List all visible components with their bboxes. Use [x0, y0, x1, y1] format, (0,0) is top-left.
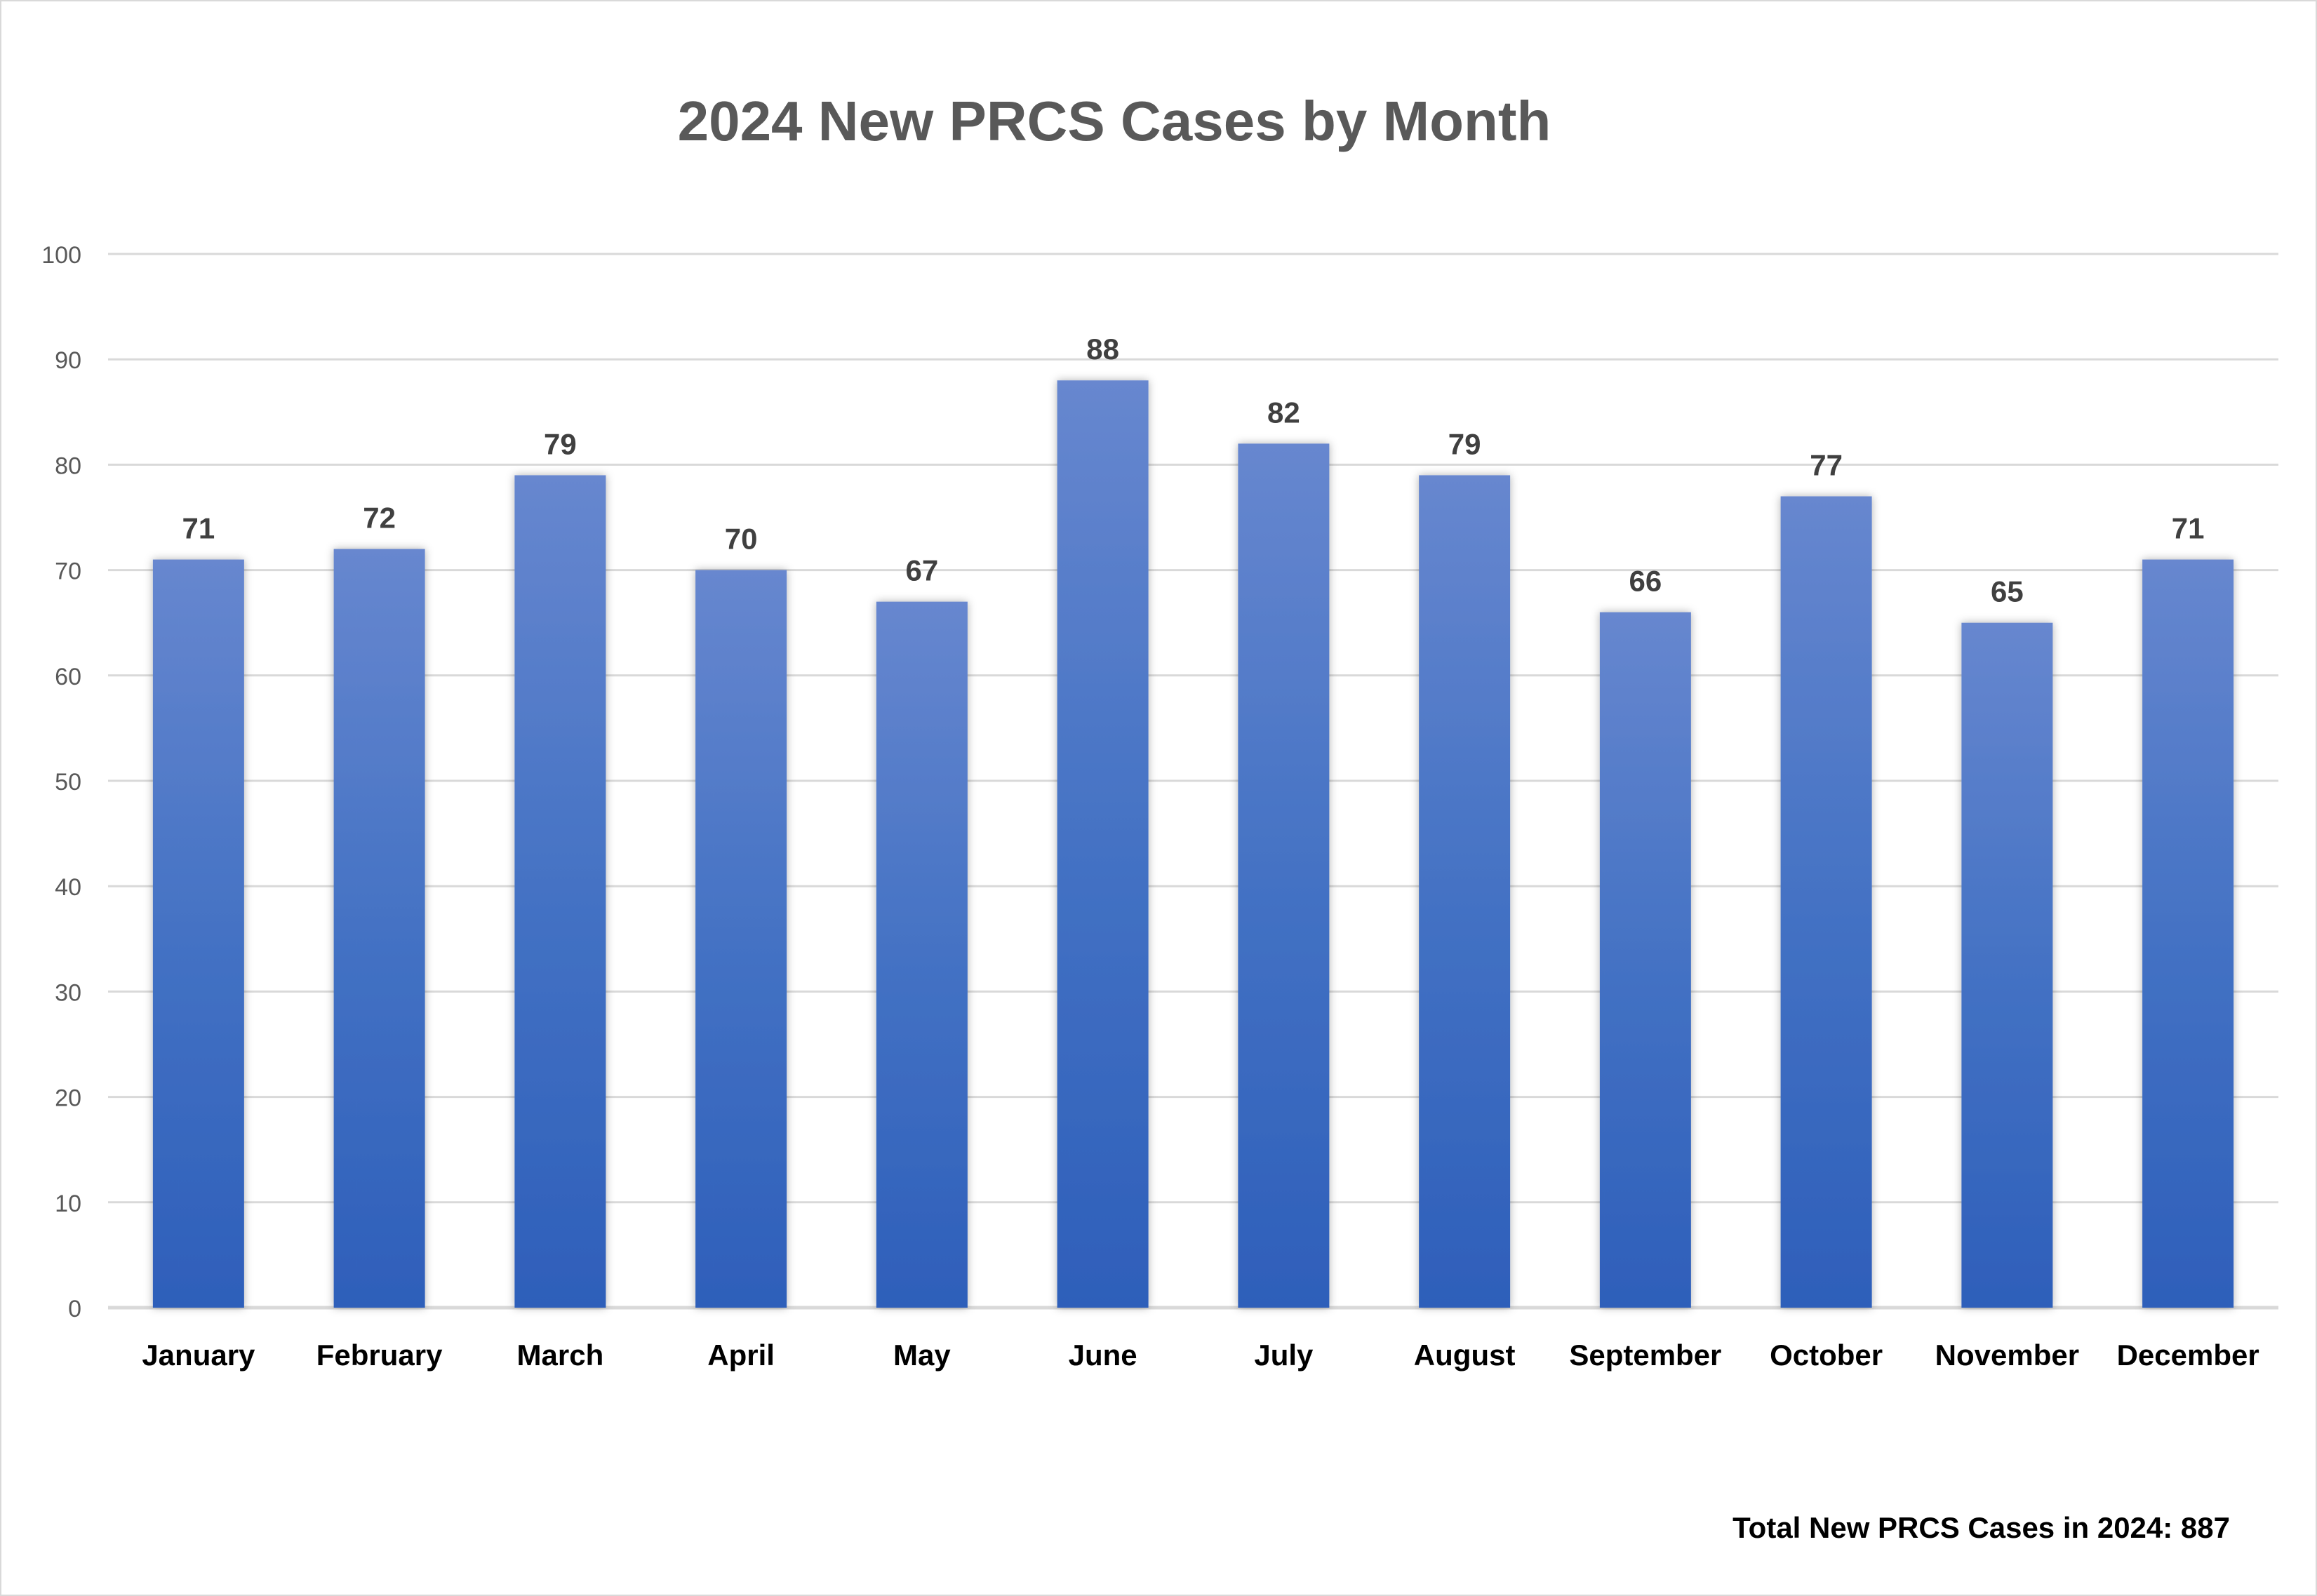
- bar-august: [1419, 475, 1511, 1308]
- data-label: 79: [1448, 427, 1481, 460]
- data-label: 71: [182, 512, 215, 545]
- data-label: 67: [906, 554, 939, 587]
- x-tick-label: December: [2117, 1339, 2259, 1372]
- y-tick-label: 60: [55, 664, 81, 690]
- x-tick-label: November: [1935, 1339, 2079, 1372]
- bar-january: [152, 559, 244, 1308]
- x-tick-label: June: [1069, 1339, 1137, 1372]
- data-label: 82: [1267, 396, 1300, 429]
- x-tick-label: October: [1770, 1339, 1883, 1372]
- y-tick-label: 40: [55, 874, 81, 901]
- data-label: 70: [725, 523, 758, 556]
- bar-october: [1780, 496, 1872, 1308]
- bar-december: [2142, 559, 2234, 1308]
- bar-june: [1057, 380, 1149, 1308]
- x-tick-label: April: [707, 1339, 775, 1372]
- data-label: 77: [1810, 448, 1843, 481]
- y-tick-label: 100: [41, 242, 81, 269]
- y-tick-label: 20: [55, 1085, 81, 1112]
- data-label: 65: [1991, 575, 2024, 608]
- gridlines: [108, 253, 2278, 1310]
- total-annotation: Total New PRCS Cases in 2024: 887: [1732, 1511, 2230, 1544]
- y-tick-label: 80: [55, 452, 81, 479]
- bar-may: [876, 601, 968, 1308]
- y-tick-label: 70: [55, 558, 81, 585]
- data-labels: 71 72 79 70 67 88 82 79 66 77 65 71: [182, 333, 2205, 608]
- x-tick-label: May: [893, 1339, 951, 1372]
- data-label: 79: [544, 427, 577, 460]
- y-tick-label: 0: [68, 1296, 81, 1322]
- bar-september: [1599, 612, 1691, 1308]
- y-axis-ticks: 0 10 20 30 40 50 60 70 80 90 100: [41, 242, 81, 1322]
- y-tick-label: 90: [55, 347, 81, 374]
- x-tick-label: September: [1569, 1339, 1721, 1372]
- chart-title: 2024 New PRCS Cases by Month: [678, 90, 1551, 152]
- y-tick-label: 50: [55, 769, 81, 796]
- x-tick-label: January: [142, 1339, 255, 1372]
- x-tick-label: August: [1414, 1339, 1516, 1372]
- bar-february: [333, 549, 425, 1308]
- data-label: 66: [1629, 565, 1662, 598]
- data-label: 71: [2172, 512, 2205, 545]
- x-tick-label: July: [1254, 1339, 1314, 1372]
- bar-march: [514, 475, 606, 1308]
- bar-april: [695, 570, 787, 1308]
- x-tick-label: February: [316, 1339, 443, 1372]
- data-label: 72: [363, 502, 396, 535]
- data-label: 88: [1086, 333, 1119, 366]
- bar-july: [1238, 443, 1330, 1308]
- y-tick-label: 10: [55, 1191, 81, 1217]
- bars: [152, 380, 2234, 1308]
- bar-november: [1961, 622, 2053, 1308]
- x-tick-label: March: [517, 1339, 604, 1372]
- x-axis-ticks: January February March April May June July Augu…: [142, 1339, 2259, 1372]
- y-tick-label: 30: [55, 979, 81, 1006]
